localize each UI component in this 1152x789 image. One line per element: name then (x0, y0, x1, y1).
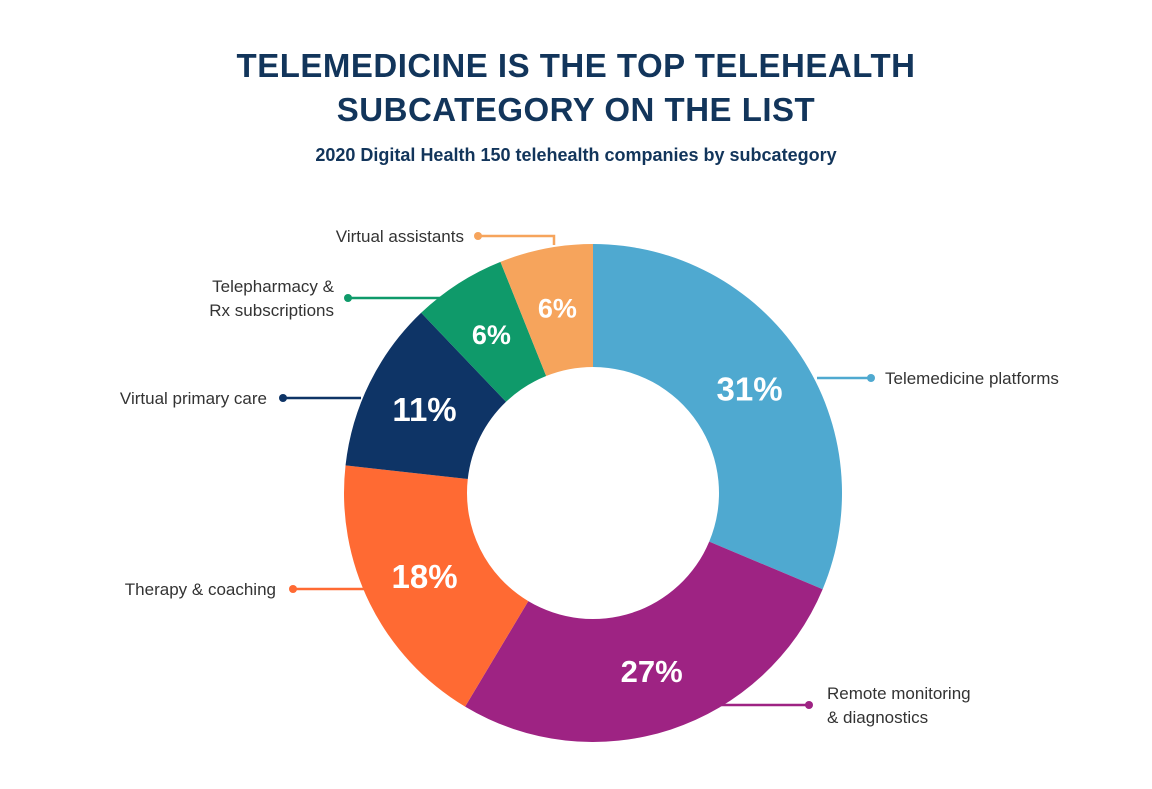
callout-dot-telemedicine-platforms (867, 374, 875, 382)
slice-value-virtual-primary-care: 11% (392, 391, 456, 428)
slice-value-remote-monitoring-and-diagnostics: 27% (621, 654, 683, 689)
slice-virtual-assistants (500, 244, 593, 377)
slice-virtual-primary-care (345, 312, 507, 480)
slice-value-telemedicine-platforms: 31% (716, 370, 782, 407)
category-label-telepharmacy-and-rx-subscriptions: Telepharmacy & Rx subscriptions (209, 277, 334, 320)
category-label-remote-monitoring-and-diagnostics: Remote monitoring & diagnostics (827, 684, 971, 727)
category-label-virtual-assistants: Virtual assistants (336, 227, 464, 246)
slice-remote-monitoring-and-diagnostics (465, 541, 823, 742)
callout-line-virtual-assistants (478, 234, 556, 245)
callout-dot-virtual-primary-care (279, 394, 287, 402)
slice-value-virtual-assistants: 6% (538, 293, 577, 323)
slice-telepharmacy-and-rx-subscriptions (421, 261, 547, 402)
callout-dot-remote-monitoring-and-diagnostics (805, 701, 813, 709)
chart-subtitle: 2020 Digital Health 150 telehealth compa… (315, 145, 837, 165)
callouts: Telemedicine platforms Remote monitoring &… (120, 227, 1059, 727)
category-label-therapy-and-coaching: Therapy & coaching (125, 580, 276, 599)
chart-title-line-1: TELEMEDICINE IS THE TOP TELEHEALTH (236, 47, 916, 84)
callout-dot-virtual-assistants (474, 232, 482, 240)
slice-therapy-and-coaching (343, 465, 529, 707)
chart-title: TELEMEDICINE IS THE TOP TELEHEALTH SUBCA… (0, 44, 1152, 132)
callout-dot-telepharmacy-and-rx-subscriptions (344, 294, 352, 302)
slice-value-telepharmacy-and-rx-subscriptions: 6% (472, 320, 511, 350)
category-label-virtual-primary-care: Virtual primary care (120, 389, 267, 408)
callout-dot-therapy-and-coaching (289, 585, 297, 593)
chart-title-line-2: SUBCATEGORY ON THE LIST (336, 91, 816, 128)
category-label-telemedicine-platforms: Telemedicine platforms (885, 369, 1059, 388)
slice-telemedicine-platforms (593, 244, 843, 590)
donut-segments (343, 244, 843, 742)
slice-value-therapy-and-coaching: 18% (392, 558, 458, 595)
slice-value-labels: 31% 27% 18% 11% 6% 6% (392, 293, 783, 689)
